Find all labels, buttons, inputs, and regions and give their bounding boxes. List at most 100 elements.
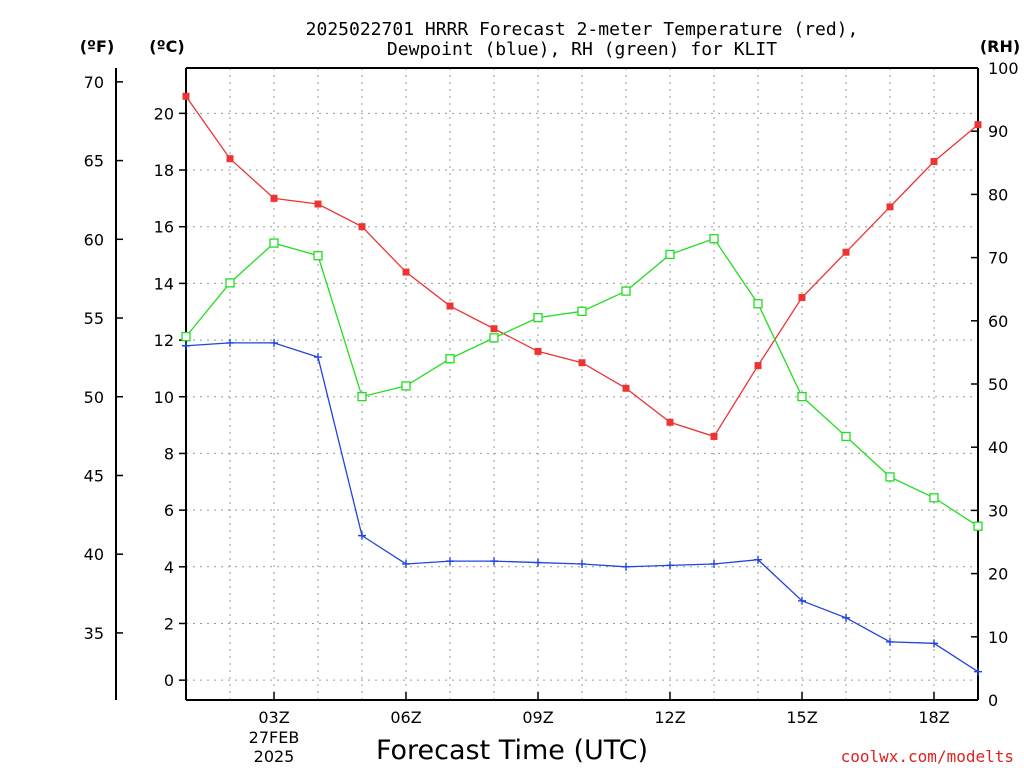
fahrenheit-tick-label: 45 bbox=[84, 466, 104, 485]
rh-tick-label: 100 bbox=[988, 59, 1019, 78]
celsius-ticks: 0 2 4 6 8 10 12 14 16 18 20 bbox=[154, 104, 186, 690]
dewpoint-point bbox=[930, 639, 938, 648]
dewpoint-point bbox=[314, 353, 322, 362]
temperature-point bbox=[974, 121, 982, 129]
temperature-point bbox=[578, 359, 586, 367]
temperature-point bbox=[270, 194, 278, 202]
gridlines bbox=[186, 68, 978, 700]
x-tick-label: 09Z bbox=[522, 708, 553, 727]
rh-unit-label: (RH) bbox=[980, 37, 1020, 56]
fahrenheit-ticks: 35 40 45 50 55 60 65 70 bbox=[84, 73, 123, 643]
x-tick-label: 15Z bbox=[786, 708, 817, 727]
dewpoint-point bbox=[842, 613, 850, 622]
x-axis-title: Forecast Time (UTC) bbox=[376, 735, 648, 766]
rh-point bbox=[269, 238, 279, 248]
temperature-point bbox=[226, 155, 234, 163]
temperature-point bbox=[314, 200, 322, 208]
fahrenheit-tick-label: 50 bbox=[84, 388, 104, 407]
fahrenheit-tick-label: 40 bbox=[84, 545, 104, 564]
rh-point bbox=[533, 312, 543, 323]
rh-series bbox=[181, 233, 983, 531]
temperature-point bbox=[402, 268, 410, 276]
credit-label: coolwx.com/modelts bbox=[841, 747, 1014, 766]
rh-tick-label: 10 bbox=[988, 628, 1008, 647]
rh-point bbox=[489, 333, 499, 343]
temperature-point bbox=[842, 248, 850, 256]
rh-point bbox=[973, 521, 983, 531]
rh-ticks: 0 10 20 30 40 50 60 70 80 90 100 bbox=[971, 59, 1019, 710]
celsius-tick-label: 2 bbox=[164, 614, 174, 633]
celsius-tick-label: 14 bbox=[154, 274, 174, 293]
rh-point bbox=[225, 278, 235, 288]
x-tick-label: 18Z bbox=[918, 708, 949, 727]
temperature-point bbox=[710, 432, 718, 440]
fahrenheit-tick-label: 65 bbox=[84, 152, 104, 171]
rh-point bbox=[709, 233, 719, 244]
dewpoint-point bbox=[798, 596, 806, 605]
temperature-point bbox=[666, 418, 674, 426]
rh-point bbox=[313, 251, 323, 261]
rh-point bbox=[797, 391, 807, 402]
rh-point bbox=[665, 249, 675, 260]
rh-tick-label: 90 bbox=[988, 122, 1008, 141]
temperature-point bbox=[182, 92, 190, 100]
rh-point bbox=[357, 391, 367, 402]
rh-point bbox=[621, 286, 631, 296]
fahrenheit-tick-label: 60 bbox=[84, 230, 104, 249]
fahrenheit-tick-label: 55 bbox=[84, 309, 104, 328]
fahrenheit-tick-label: 35 bbox=[84, 624, 104, 643]
celsius-tick-label: 6 bbox=[164, 501, 174, 520]
dewpoint-point bbox=[446, 557, 454, 566]
series-layer bbox=[181, 92, 983, 676]
rh-point bbox=[841, 431, 851, 442]
celsius-tick-label: 20 bbox=[154, 104, 174, 123]
temperature-line bbox=[185, 95, 979, 438]
rh-point bbox=[929, 493, 939, 503]
celsius-tick-label: 4 bbox=[164, 558, 174, 577]
rh-tick-label: 60 bbox=[988, 312, 1008, 331]
temperature-point bbox=[622, 384, 630, 392]
dewpoint-point bbox=[226, 338, 234, 347]
temperature-point bbox=[886, 203, 894, 211]
fahrenheit-unit-label: (ºF) bbox=[80, 37, 115, 56]
dewpoint-point bbox=[182, 341, 190, 350]
dewpoint-point bbox=[622, 562, 630, 571]
dewpoint-point bbox=[886, 637, 894, 646]
dewpoint-point bbox=[490, 557, 498, 566]
celsius-tick-label: 18 bbox=[154, 161, 174, 180]
celsius-tick-label: 0 bbox=[164, 671, 174, 690]
rh-tick-label: 40 bbox=[988, 438, 1008, 457]
dewpoint-point bbox=[402, 559, 410, 568]
x-tick-label: 03Z bbox=[258, 708, 289, 727]
rh-point bbox=[753, 299, 763, 309]
x-tick-label: 12Z bbox=[654, 708, 685, 727]
rh-point bbox=[401, 381, 411, 391]
celsius-tick-label: 8 bbox=[164, 444, 174, 463]
dewpoint-point bbox=[754, 555, 762, 564]
fahrenheit-tick-label: 70 bbox=[84, 73, 104, 92]
rh-point bbox=[445, 354, 455, 364]
rh-point bbox=[885, 472, 895, 482]
rh-tick-label: 70 bbox=[988, 249, 1008, 268]
rh-point bbox=[181, 331, 191, 342]
celsius-unit-label: (ºC) bbox=[149, 37, 184, 56]
rh-tick-label: 0 bbox=[988, 691, 998, 710]
rh-tick-label: 20 bbox=[988, 565, 1008, 584]
temperature-point bbox=[798, 294, 806, 302]
dewpoint-point bbox=[974, 667, 982, 676]
dewpoint-point bbox=[578, 559, 586, 568]
rh-point bbox=[577, 306, 587, 316]
rh-tick-label: 50 bbox=[988, 375, 1008, 394]
temperature-series bbox=[182, 92, 982, 440]
date-label-day: 27FEB bbox=[249, 728, 300, 747]
chart-title-line2: Dewpoint (blue), RH (green) for KLIT bbox=[387, 39, 777, 60]
dewpoint-point bbox=[666, 561, 674, 570]
rh-tick-label: 80 bbox=[988, 185, 1008, 204]
temperature-point bbox=[490, 325, 498, 333]
temperature-point bbox=[930, 158, 938, 166]
dewpoint-point bbox=[358, 531, 366, 540]
celsius-tick-label: 12 bbox=[154, 331, 174, 350]
celsius-tick-label: 16 bbox=[154, 218, 174, 237]
dewpoint-point bbox=[710, 559, 718, 568]
